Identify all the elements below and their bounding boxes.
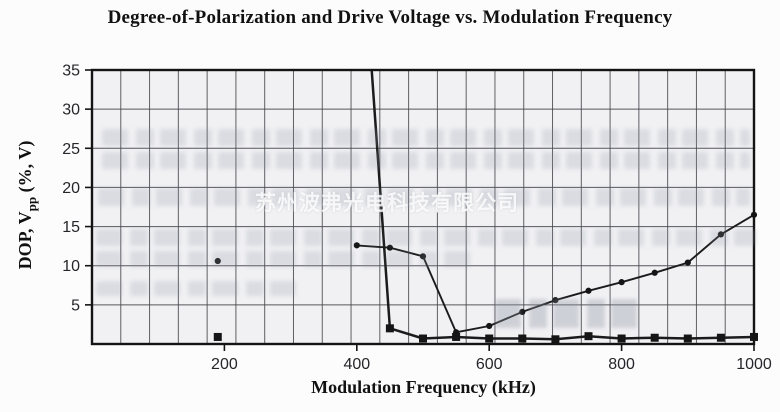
vpp-data-point	[650, 333, 659, 342]
vpp-data-point	[518, 334, 527, 343]
dop-data-point	[717, 231, 725, 238]
dop-data-point	[386, 244, 393, 251]
x-tick-label: 200	[211, 356, 238, 373]
dop-data-point	[353, 242, 360, 249]
plot-area	[92, 70, 754, 344]
vpp-data-point	[551, 335, 560, 344]
x-tick-label: 400	[343, 356, 370, 373]
vpp-data-point	[213, 332, 222, 341]
vpp-data-point	[419, 334, 427, 343]
vpp-data-point	[584, 332, 593, 341]
watermark-text: 苏州波弗光电科技有限公司	[255, 192, 519, 215]
y-tick-label: 20	[62, 180, 80, 197]
vpp-data-point	[683, 334, 692, 343]
x-tick-label: 600	[476, 356, 503, 373]
y-tick-label: 5	[71, 297, 80, 314]
y-tick-label: 25	[62, 141, 80, 158]
vpp-data-point	[617, 334, 626, 343]
x-tick-label: 800	[608, 356, 635, 373]
vpp-data-point	[485, 334, 494, 343]
y-tick-label: 35	[62, 63, 80, 80]
y-tick-label: 10	[62, 258, 80, 275]
vpp-data-point	[452, 332, 461, 341]
dop-data-point	[651, 269, 658, 276]
x-axis-title: Modulation Frequency (kHz)	[311, 377, 536, 397]
x-tick-label: 1000	[736, 356, 772, 373]
y-tick-label: 30	[62, 102, 80, 119]
dop-data-point	[684, 259, 691, 266]
dop-data-point	[419, 253, 427, 260]
vpp-data-point	[716, 333, 725, 342]
chart-title: Degree-of-Polarization and Drive Voltage…	[107, 7, 673, 28]
vpp-data-point	[385, 324, 394, 333]
dop-data-point	[585, 287, 592, 294]
y-tick-label: 15	[62, 219, 80, 236]
dop-data-point	[214, 257, 221, 265]
plot-border	[90, 68, 756, 346]
dop-data-point	[618, 279, 625, 286]
dop-data-point	[486, 322, 493, 330]
dop-data-point	[519, 308, 526, 316]
dop-data-point	[552, 297, 559, 304]
